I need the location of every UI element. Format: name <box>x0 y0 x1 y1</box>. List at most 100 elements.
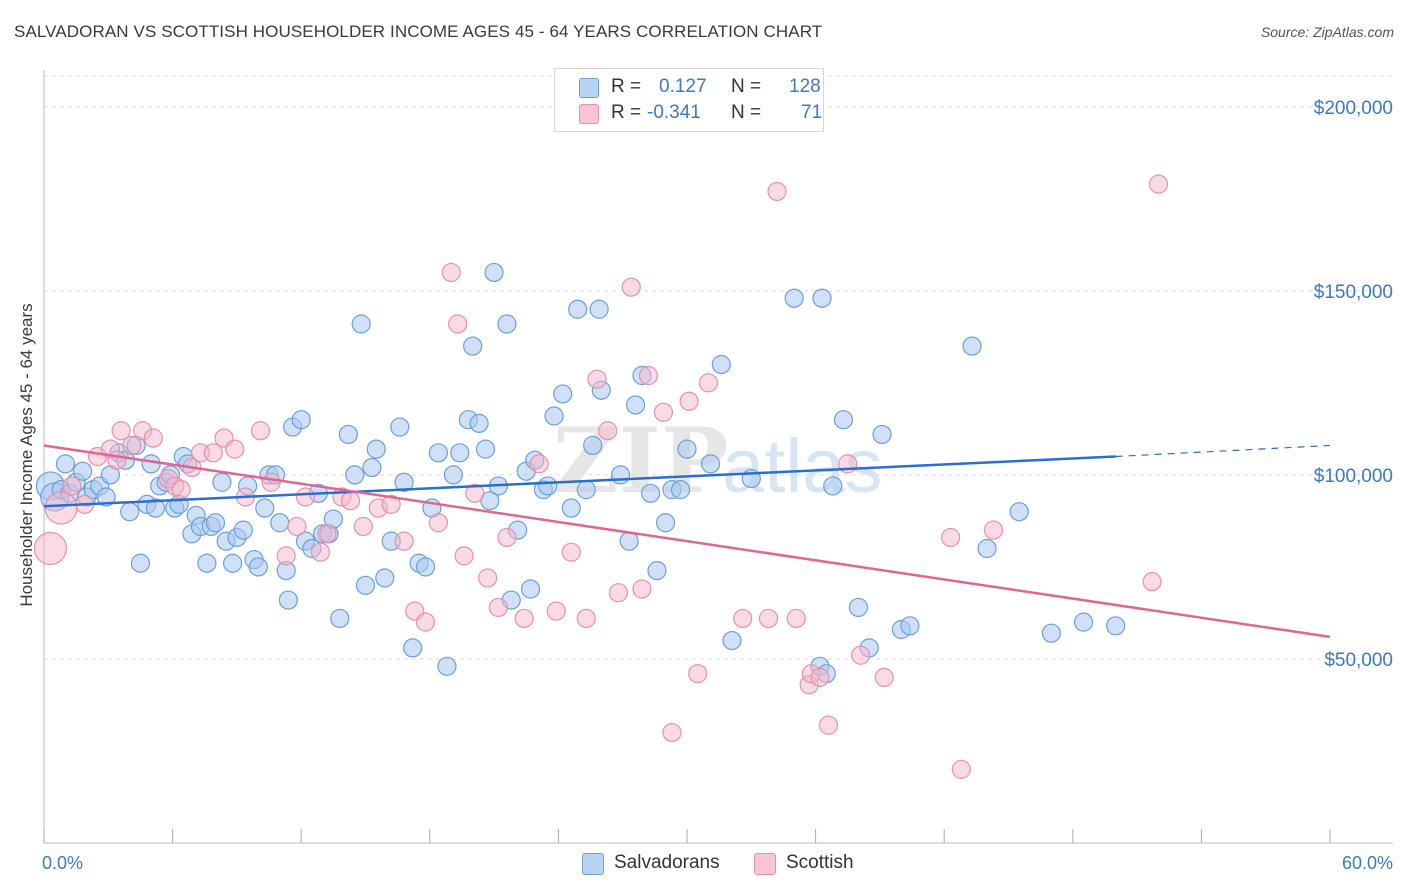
scottish-point <box>250 421 271 441</box>
salvadoran-point <box>248 557 268 577</box>
correlation-legend: R = 0.127 N = 128 R = -0.341 N = 71 <box>554 68 824 132</box>
bottom-legend-label: Salvadorans <box>614 852 720 873</box>
scottish-point <box>448 314 468 334</box>
scottish-point <box>203 443 223 463</box>
scottish-point <box>851 645 871 665</box>
scottish-points <box>33 174 1169 779</box>
salvadoran-point <box>700 454 721 474</box>
scottish-point <box>874 667 894 687</box>
salvadoran-point <box>583 435 603 456</box>
salvadoran-point <box>355 575 376 595</box>
salvadoran-point <box>415 557 436 577</box>
scottish-point <box>488 597 508 618</box>
scottish-point <box>767 181 787 202</box>
salvadoran-point <box>484 262 504 283</box>
legend-swatch-pink <box>579 104 599 124</box>
legend-n-value: 71 <box>801 102 823 123</box>
salvadoran-point <box>130 553 151 573</box>
salvadoran-point <box>647 561 667 581</box>
salvadoran-point <box>212 472 232 492</box>
scottish-point <box>454 546 474 566</box>
scottish-point <box>662 722 682 743</box>
scottish-trend-line <box>43 444 1331 639</box>
scottish-point <box>353 516 373 537</box>
scottish-point <box>111 421 131 441</box>
scottish-point <box>394 531 414 551</box>
salvadoran-point <box>141 454 161 474</box>
salvadorans-trend-extension <box>1115 444 1331 458</box>
salvadoran-point <box>338 424 358 445</box>
bottom-legend-swatch-blue <box>582 853 604 875</box>
x-tick-label-max: 60.0% <box>1342 853 1393 873</box>
scottish-point <box>122 435 142 456</box>
salvadoran-point <box>55 454 76 474</box>
legend-r-value: -0.341 <box>647 102 701 123</box>
scottish-point <box>276 546 296 566</box>
scottish-point <box>818 715 839 735</box>
salvadoran-point <box>1073 612 1094 632</box>
scottish-point <box>381 494 401 514</box>
scottish-point <box>653 402 674 422</box>
salvadoran-point <box>345 465 365 485</box>
salvadoran-point <box>538 476 558 496</box>
scottish-point <box>758 608 779 629</box>
scottish-point <box>497 527 517 548</box>
salvadoran-point <box>900 616 920 636</box>
scottish-point <box>576 608 596 629</box>
y-tick-label: $200,000 <box>1314 98 1393 119</box>
scottish-point <box>33 531 68 566</box>
scottish-point <box>638 365 659 386</box>
salvadoran-point <box>977 538 997 559</box>
salvadoran-point <box>72 461 93 481</box>
bottom-legend-swatch-pink <box>754 853 776 875</box>
salvadoran-point <box>223 553 243 573</box>
scottish-point <box>598 421 618 441</box>
salvadoran-point <box>255 498 275 518</box>
scottish-point <box>107 450 127 470</box>
salvadoran-point <box>278 590 298 610</box>
salvadoran-point <box>233 520 253 540</box>
legend-r-label: R = <box>611 102 642 123</box>
scottish-point <box>225 439 245 459</box>
x-tick-label-min: 0.0% <box>42 853 83 873</box>
legend-n-value: 128 <box>789 76 821 97</box>
scottish-point <box>261 472 281 492</box>
salvadoran-point <box>848 597 869 618</box>
salvadoran-point <box>677 439 697 459</box>
salvadoran-point <box>475 439 496 459</box>
salvadoran-point <box>197 553 217 573</box>
salvadoran-point <box>823 476 843 496</box>
salvadoran-point <box>625 395 646 415</box>
scottish-point <box>698 373 719 393</box>
salvadoran-point <box>722 630 742 651</box>
y-axis-label: Householder Income Ages 45 - 64 years <box>17 303 36 606</box>
salvadoran-point <box>390 417 410 437</box>
scottish-point <box>287 516 307 537</box>
salvadoran-point <box>812 288 832 308</box>
salvadoran-point <box>553 384 573 404</box>
salvadoran-point <box>962 336 982 356</box>
salvadoran-point <box>1106 616 1126 636</box>
salvadoran-point <box>640 483 661 503</box>
trend-lines <box>43 444 1331 639</box>
salvadoran-point <box>96 487 116 507</box>
legend-n-label: N = <box>731 102 762 123</box>
scottish-point <box>465 483 485 503</box>
salvadoran-point <box>655 513 676 533</box>
salvadoran-point <box>619 531 639 551</box>
salvadoran-point <box>362 457 382 478</box>
legend-r-label: R = <box>611 76 642 97</box>
salvadoran-point <box>437 656 457 676</box>
salvadoran-point <box>833 410 854 430</box>
scottish-point <box>310 542 331 562</box>
salvadoran-point <box>561 498 581 518</box>
bottom-legend-label: Scottish <box>786 852 854 873</box>
salvadoran-point <box>351 314 371 334</box>
salvadoran-point <box>568 299 588 319</box>
scottish-point <box>546 601 566 621</box>
scottish-point <box>983 520 1004 540</box>
salvadoran-point <box>366 439 386 459</box>
salvadoran-point <box>375 568 395 588</box>
y-tick-label: $150,000 <box>1314 282 1393 303</box>
